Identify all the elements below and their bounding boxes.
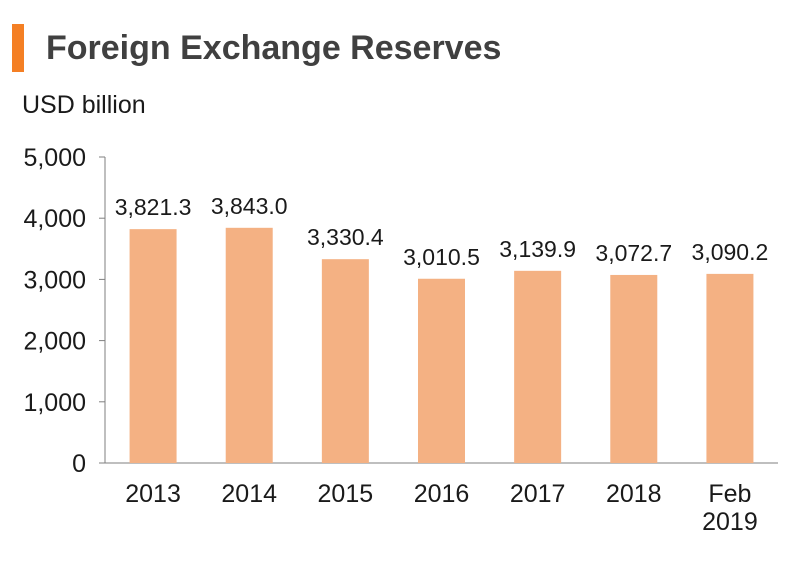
data-label: 3,010.5 [403,244,480,270]
y-tick-label: 5,000 [23,144,86,172]
bar [225,227,273,463]
bar [610,274,658,463]
title-accent-bar [12,24,24,72]
x-tick-label: 2019 [702,508,758,536]
y-tick-label: 1,000 [23,389,86,417]
data-label: 3,821.3 [115,194,192,220]
data-label: 3,072.7 [595,240,672,266]
chart-title: Foreign Exchange Reserves [46,29,502,67]
data-label: 3,090.2 [692,239,769,265]
y-axis-unit-label: USD billion [22,91,146,119]
data-label: 3,330.4 [307,224,384,250]
data-label: 3,139.9 [499,236,576,262]
y-tick-label: 4,000 [23,205,86,233]
bar [514,270,562,463]
y-tick-label: 0 [72,450,86,478]
bar [129,229,177,463]
x-tick-label: 2014 [221,480,277,508]
x-tick-label: 2018 [606,480,662,508]
y-axis-ticks: 0 1,000 2,000 3,000 4,000 5,000 [23,144,105,478]
x-tick-label: 2016 [414,480,470,508]
x-tick-label: 2013 [125,480,181,508]
x-tick-label: Feb [708,480,751,508]
data-label: 3,843.0 [211,193,288,219]
bar [706,273,754,463]
y-tick-label: 3,000 [23,266,86,294]
bars: 3,821.3 3,843.0 3,330.4 3,010.5 3,139.9 3,072… [115,193,769,463]
y-tick-label: 2,000 [23,328,86,356]
x-tick-label: 2017 [510,480,566,508]
bar [321,259,369,463]
x-tick-label: 2015 [318,480,374,508]
bar [418,278,465,463]
